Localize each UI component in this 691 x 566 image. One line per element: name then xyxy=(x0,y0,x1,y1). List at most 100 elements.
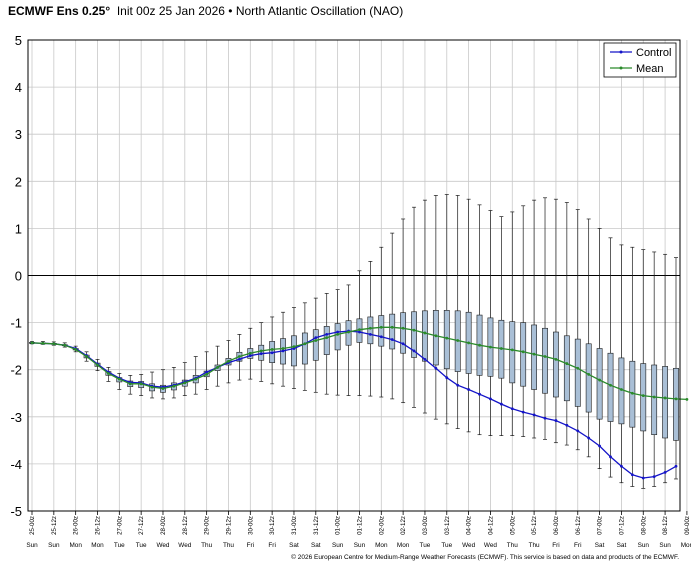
x-day-label: Wed xyxy=(178,542,191,549)
x-tick-label: 03-12z xyxy=(444,516,451,535)
box xyxy=(640,363,647,432)
legend-box xyxy=(603,42,677,78)
point-mean xyxy=(139,382,143,386)
y-tick-label: 3 xyxy=(15,127,22,142)
x-day-label: Fri xyxy=(268,542,275,549)
legend-control-marker xyxy=(619,50,623,54)
point-mean xyxy=(205,373,209,376)
box xyxy=(509,321,516,384)
point-mean xyxy=(674,397,678,401)
chart-title-index: North Atlantic Oscillation (NAO) xyxy=(235,4,404,18)
x-tick-label: 02-00z xyxy=(378,516,385,535)
box xyxy=(422,310,428,362)
box xyxy=(291,335,297,367)
x-day-label: Sun xyxy=(26,542,38,549)
series-line-control xyxy=(31,330,677,479)
point-mean xyxy=(456,339,460,342)
x-tick-label: 04-12z xyxy=(487,516,494,535)
point-mean xyxy=(248,351,252,355)
point-control xyxy=(543,416,547,420)
point-mean xyxy=(216,365,219,369)
chart-title-separator: • xyxy=(228,4,233,18)
point-mean xyxy=(183,381,187,385)
x-tick-label: 31-12z xyxy=(313,516,320,535)
x-tick-label: 25-12z xyxy=(51,516,58,535)
x-tick-label: 26-00z xyxy=(73,516,80,535)
point-mean xyxy=(379,325,383,329)
y-tick-label: -3 xyxy=(10,410,22,425)
point-mean xyxy=(663,396,667,400)
x-tick-label: 25-00z xyxy=(29,516,36,535)
box xyxy=(596,348,603,420)
point-mean xyxy=(587,373,591,376)
x-tick-label: 03-00z xyxy=(422,516,429,535)
point-mean xyxy=(489,345,492,349)
legend: Control Mean xyxy=(603,42,677,78)
point-control xyxy=(434,366,438,370)
point-control xyxy=(609,455,612,459)
box xyxy=(443,310,450,370)
point-control xyxy=(336,330,340,334)
x-tick-label: 30-00z xyxy=(247,516,254,535)
point-mean xyxy=(314,339,318,342)
x-day-label: Sun xyxy=(332,542,344,549)
point-mean xyxy=(368,326,372,330)
x-day-label: Sun xyxy=(638,542,650,549)
point-mean xyxy=(685,397,689,401)
point-control xyxy=(620,464,623,468)
y-tick-label: -4 xyxy=(10,457,22,472)
point-control xyxy=(674,464,678,468)
box xyxy=(400,312,407,354)
y-tick-label: 2 xyxy=(15,174,22,189)
point-mean xyxy=(576,366,580,370)
box xyxy=(651,364,658,435)
x-day-label: Tue xyxy=(420,542,431,549)
plot-border xyxy=(27,39,681,512)
point-control xyxy=(390,338,394,341)
x-tick-label: 04-00z xyxy=(466,516,473,535)
chart-title-model: ECMWF Ens 0.25° xyxy=(8,4,111,18)
chart-title-init: Init 00z 25 Jan 2026 xyxy=(116,4,225,18)
x-day-label: Sat xyxy=(617,542,627,549)
point-control xyxy=(652,475,656,479)
point-mean xyxy=(467,341,471,345)
x-day-label: Sat xyxy=(595,542,605,549)
legend-mean-label: Mean xyxy=(636,63,664,75)
x-tick-label: 07-12z xyxy=(618,516,625,535)
box xyxy=(312,329,319,361)
x-day-label: Mon xyxy=(681,542,691,549)
point-mean xyxy=(543,355,547,358)
point-mean xyxy=(401,326,405,330)
point-control xyxy=(205,370,209,374)
box xyxy=(662,366,668,439)
x-day-label: Tue xyxy=(136,542,147,549)
x-tick-label: 27-12z xyxy=(138,516,145,535)
point-mean xyxy=(565,362,569,365)
x-tick-label: 26-12z xyxy=(94,516,101,535)
point-mean xyxy=(445,336,449,340)
x-tick-label: 05-00z xyxy=(509,516,516,535)
point-control xyxy=(368,332,372,336)
box xyxy=(574,338,581,407)
point-control xyxy=(521,410,525,414)
point-mean xyxy=(85,355,88,358)
point-control xyxy=(467,388,471,391)
chart-title: ECMWF Ens 0.25° Init 00z 25 Jan 2026 • N… xyxy=(8,4,403,18)
x-day-label: Sat xyxy=(289,542,299,549)
legend-mean-marker xyxy=(619,66,623,70)
x-tick-label: 31-00z xyxy=(291,516,298,535)
x-day-label: Fri xyxy=(574,542,581,549)
box xyxy=(531,324,538,390)
point-control xyxy=(248,354,252,357)
point-mean xyxy=(107,372,110,375)
y-tick-label: -1 xyxy=(10,316,22,331)
x-day-label: Mon xyxy=(375,542,388,549)
point-mean xyxy=(150,385,154,389)
point-mean xyxy=(325,336,329,340)
point-control xyxy=(532,413,536,417)
point-mean xyxy=(478,343,481,347)
point-mean xyxy=(620,388,623,391)
box-layer xyxy=(29,194,679,489)
x-day-label: Mon xyxy=(91,542,104,549)
